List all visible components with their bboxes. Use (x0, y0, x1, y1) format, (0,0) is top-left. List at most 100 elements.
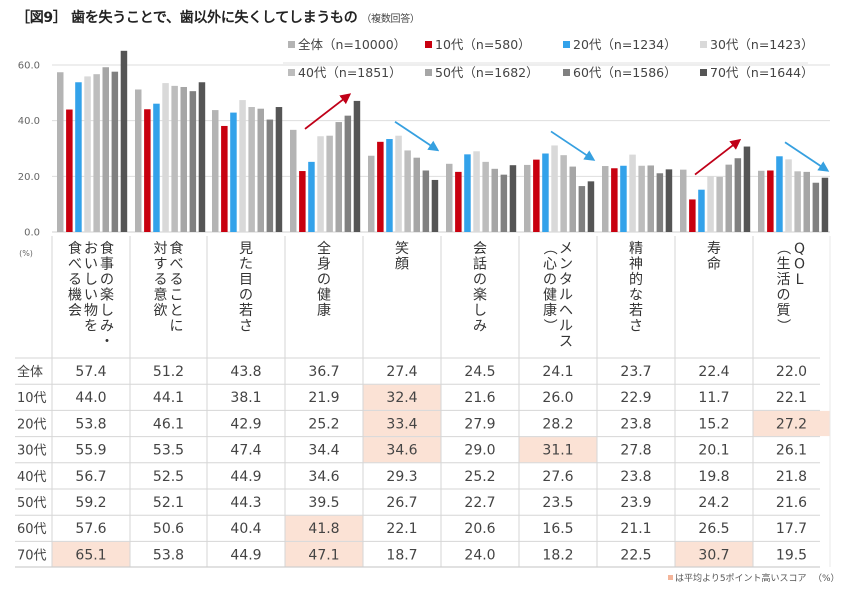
table-cell: 18.7 (386, 547, 417, 563)
bar-all-6 (524, 164, 531, 232)
bar-10s-5 (455, 171, 462, 232)
table-cell: 24.5 (464, 364, 495, 380)
table-cell: 27.6 (542, 469, 573, 485)
category-label-char: ル (559, 319, 573, 335)
table-cell: 21.8 (776, 469, 807, 485)
bar-50s-7 (647, 165, 654, 232)
bar-10s-3 (299, 171, 306, 232)
highlight-cell (285, 515, 363, 541)
bars (57, 50, 829, 233)
y-tick-label: 60.0 (18, 61, 40, 72)
category-label-char: 質 (777, 303, 791, 319)
legend-swatch (288, 69, 295, 76)
bar-all-4 (368, 155, 375, 232)
bar-all-1 (135, 89, 142, 232)
table-cell: 27.4 (386, 364, 417, 380)
table-cell: 23.8 (620, 469, 651, 485)
category-label-char: の (317, 272, 331, 288)
table-cell: 21.6 (776, 495, 807, 511)
table-cell: 22.1 (386, 521, 417, 537)
footnote-text: は平均より5ポイント高いスコア (675, 572, 807, 584)
legend-item-60s: 60代（n=1586） (563, 65, 677, 80)
bar-10s-1 (144, 109, 151, 232)
category-label-char: 康 (543, 302, 557, 319)
table-cell: 40.4 (230, 521, 261, 537)
legend-item-50s: 50代（n=1682） (425, 65, 539, 80)
table-cell: 27.2 (776, 416, 807, 432)
row-header: 10代 (17, 391, 47, 406)
table-cell: 41.8 (308, 521, 339, 537)
table-cell: 30.7 (698, 547, 729, 563)
bar-70s-3 (353, 100, 361, 232)
bar-30s-1 (162, 83, 169, 232)
table-cell: 44.0 (75, 390, 106, 406)
category-label-char: る (170, 272, 184, 288)
table-cell: 34.6 (308, 469, 339, 485)
table-cell: 23.8 (620, 416, 651, 432)
category-labels: 食事の楽しみ・おいしい物を食べる機会食べることに対する意欲見た目の若さ全身の健康… (51, 236, 831, 567)
legend-swatch (563, 41, 570, 48)
row-header: 50代 (17, 496, 47, 511)
category-label-char: し (473, 303, 487, 319)
table-cell: 26.7 (386, 495, 417, 511)
category-label-char: 精 (629, 241, 643, 257)
bar-40s-1 (171, 85, 178, 232)
table-cell: 20.6 (464, 521, 495, 537)
bar-50s-6 (569, 166, 576, 232)
table-cell: 53.8 (153, 547, 184, 563)
table-cell: 32.4 (386, 390, 417, 406)
category-label-char: べ (68, 257, 82, 273)
table-cell: 46.1 (153, 416, 184, 432)
table-row-50s: 50代 59.2 52.1 44.3 39.5 26.7 22.7 23.5 23.9 24.2 2… (15, 488, 820, 511)
bar-30s-4 (395, 135, 402, 232)
legend-swatch (425, 69, 432, 76)
bar-all-3 (290, 129, 297, 232)
category-label-char: の (473, 272, 487, 288)
trend-arrow-down (550, 130, 596, 161)
bar-30s-8 (707, 176, 714, 232)
legend-label: 50代（n=1682） (435, 65, 539, 80)
category-label-char: し (100, 303, 114, 319)
legend-item-all: 全体（n=10000） (288, 37, 406, 52)
category-label-char: に (170, 319, 184, 335)
table-cell: 39.5 (308, 495, 339, 511)
bar-20s-8 (698, 189, 705, 232)
category-label-char: ル (559, 288, 573, 304)
category-label-char: （ (541, 241, 557, 255)
category-label-char: こ (170, 288, 184, 304)
table-cell: 22.5 (620, 547, 651, 563)
highlight-cell (363, 410, 441, 437)
legend-item-70s: 70代（n=1644） (700, 65, 814, 80)
footnote-unit: （%） (813, 573, 840, 584)
bar-10s-7 (611, 168, 618, 232)
bar-20s-2 (230, 112, 237, 232)
bar-70s-8 (743, 146, 751, 232)
table-row-60s: 60代 57.6 50.6 40.4 41.8 22.1 20.6 16.5 21.1 26.5 1… (15, 514, 820, 541)
category-label-char: さ (629, 319, 643, 335)
bar-60s-7 (656, 173, 664, 232)
y-tick-label: 20.0 (18, 172, 40, 183)
legend-item-20s: 20代（n=1234） (563, 37, 677, 52)
table-row-all: 全体 57.4 51.2 43.8 36.7 27.4 24.5 24.1 23.7 22.4 22… (15, 357, 820, 380)
row-header: 70代 (17, 548, 47, 563)
legend-label: 10代（n=580） (435, 37, 531, 52)
legend-label: 20代（n=1234） (573, 37, 677, 52)
bar-60s-3 (344, 115, 352, 232)
table-cell: 21.1 (620, 521, 651, 537)
category-label-char: い (84, 257, 98, 273)
footnote: は平均より5ポイント高いスコア （%） (668, 572, 840, 584)
table-cell: 29.0 (464, 443, 495, 459)
category-label-char: 楽 (473, 288, 487, 304)
category-label-char: ・ (100, 334, 114, 350)
category-label-char: 会 (68, 303, 82, 319)
table-cell: 31.1 (542, 443, 573, 459)
table-cell: 51.2 (153, 364, 184, 380)
bar-20s-3 (308, 161, 315, 232)
table-cell: 22.0 (776, 364, 807, 380)
table-row-40s: 40代 56.7 52.5 44.9 34.6 29.3 25.2 27.6 23.8 19.8 2… (15, 462, 820, 485)
bar-50s-2 (257, 108, 264, 232)
table-cell: 22.9 (620, 390, 651, 406)
